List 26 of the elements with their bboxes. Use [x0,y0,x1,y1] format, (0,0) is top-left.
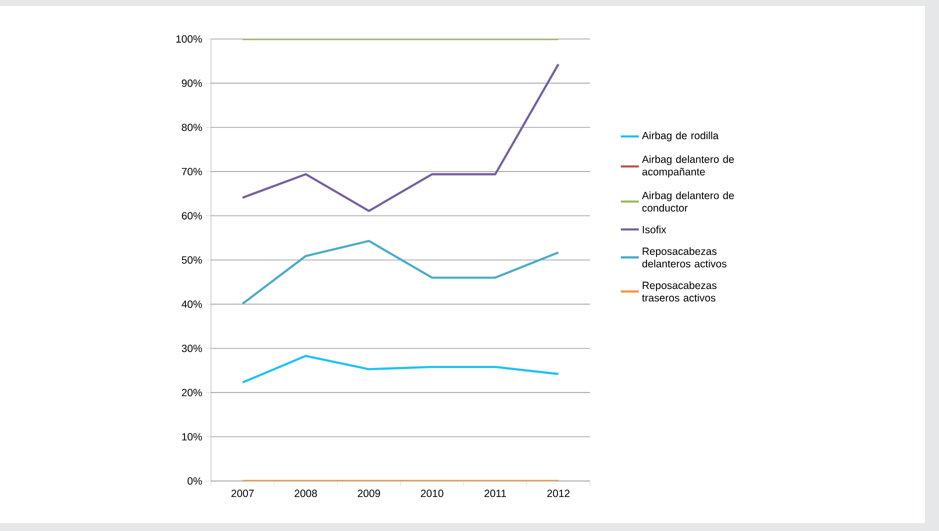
y-tick-label: 10% [182,433,202,440]
y-tick-label: 20% [182,388,202,396]
legend-label: Reposacabezas delanteros activos [642,247,726,268]
line-series [242,354,560,384]
x-tick-label: 2008 [294,490,317,498]
y-tick-label: 0% [188,477,202,485]
y-tick-label: 80% [182,124,202,132]
legend-label: Airbag delantero de acompañante [642,155,734,178]
x-tick-label: 2009 [358,490,380,498]
x-tick-label: 2012 [547,490,570,498]
x-tick-label: 2011 [484,490,506,498]
y-tick-label: 40% [182,300,202,308]
y-tick-label: 70% [182,168,202,176]
x-tick-label: 2007 [231,490,254,498]
y-tick-label: 90% [182,79,202,87]
line-series [242,63,560,212]
y-tick-label: 30% [182,344,202,352]
y-tick-label: 100% [176,35,202,43]
legend-label: Airbag de rodilla [642,132,719,142]
y-tick-label: 60% [182,212,202,220]
legend-label: Isofix [642,226,666,234]
legend-label: Airbag delantero de conductor [642,191,734,212]
y-tick-label: 50% [182,256,202,264]
legend-label: Reposacabezas traseros activos [642,281,717,302]
line-series [242,240,560,305]
x-tick-label: 2010 [420,490,444,498]
